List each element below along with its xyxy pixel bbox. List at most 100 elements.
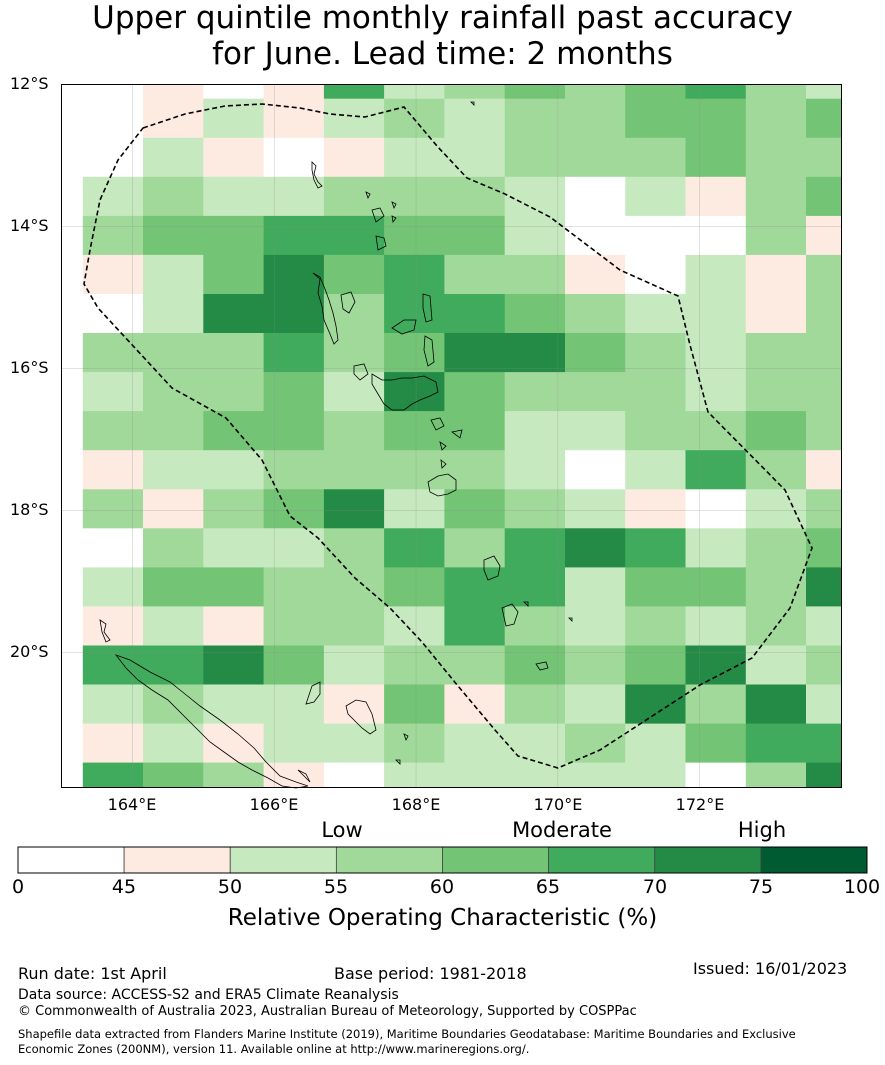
grid-cell [504, 215, 566, 256]
grid-cell [444, 84, 506, 100]
grid-cell [323, 215, 385, 256]
grid-cell [143, 489, 204, 529]
grid-cell [685, 137, 747, 178]
grid-cell [806, 567, 842, 607]
grid-cell [444, 215, 506, 256]
grid-cell [384, 489, 445, 529]
grid-cell [143, 137, 204, 178]
grid-cell [565, 684, 626, 725]
grid-cell [263, 294, 325, 334]
colorbar-tick: 75 [748, 876, 774, 898]
grid-cell [143, 762, 204, 788]
grid-cell [745, 333, 807, 373]
grid-cell [504, 254, 566, 295]
grid-cell [685, 215, 747, 256]
grid-cell [444, 254, 506, 295]
grid-cell [745, 450, 807, 490]
grid-cell [685, 762, 747, 788]
grid-cell [263, 372, 325, 412]
grid-cell [384, 645, 445, 686]
grid-cell [685, 372, 747, 412]
grid-cell [806, 333, 842, 373]
colorbar-frame [17, 846, 868, 874]
grid-cell [444, 411, 506, 451]
grid-cell [323, 137, 385, 178]
grid-cell [323, 254, 385, 295]
lon-label-168e: 168°E [391, 795, 441, 814]
grid-cell [82, 333, 144, 373]
grid-cell [203, 294, 265, 334]
grid-cell [565, 176, 626, 217]
shapefile-credit-2: Economic Zones (200NM), version 11. Avai… [18, 1042, 530, 1056]
grid-cell [263, 254, 325, 295]
grid-cell [384, 762, 445, 788]
grid-cell [203, 528, 265, 568]
grid-cell [143, 450, 204, 490]
grid-cell [203, 567, 265, 607]
grid-cell [745, 645, 807, 686]
grid-cell [745, 489, 807, 529]
grid-cell [806, 137, 842, 178]
grid-cell [685, 528, 747, 568]
grid-cell [143, 215, 204, 256]
grid-cell [745, 528, 807, 568]
grid-cell [565, 372, 626, 412]
grid-cell [203, 84, 265, 100]
map-title: Upper quintile monthly rainfall past acc… [0, 0, 885, 72]
grid-cell [444, 137, 506, 178]
grid-cell [323, 684, 385, 725]
grid-cell [263, 489, 325, 529]
grid-cell [504, 98, 566, 139]
grid-cell [444, 333, 506, 373]
colorbar-segment [123, 846, 231, 874]
grid-cell [745, 215, 807, 256]
grid-cell [625, 684, 686, 725]
grid-cell [444, 684, 506, 725]
grid-cell [685, 333, 747, 373]
grid-cell [82, 762, 144, 788]
grid-cell [143, 567, 204, 607]
grid-cell [806, 762, 842, 788]
grid-cell [82, 411, 144, 451]
grid-cell [82, 645, 144, 686]
grid-cell [625, 606, 686, 646]
grid-cell [143, 254, 204, 295]
grid-cell [504, 606, 566, 646]
grid-cell [82, 372, 144, 412]
grid-cell [685, 606, 747, 646]
lon-label-164e: 164°E [107, 795, 157, 814]
grid-cell [263, 567, 325, 607]
grid-cell [384, 215, 445, 256]
grid-cell [685, 98, 747, 139]
lat-label-12s: 12°S [10, 74, 49, 93]
grid-cell [203, 645, 265, 686]
grid-cell [203, 333, 265, 373]
colorbar-tick: 50 [217, 876, 243, 898]
grid-cell [82, 450, 144, 490]
grid-cell [263, 215, 325, 256]
grid-cell [263, 176, 325, 217]
grid-cell [625, 215, 686, 256]
grid-cell [82, 606, 144, 646]
grid-cell [806, 684, 842, 725]
lat-label-14s: 14°S [10, 216, 49, 235]
grid-cell [203, 372, 265, 412]
grid-cell [806, 411, 842, 451]
colorbar-segment [229, 846, 337, 874]
category-low: Low [321, 818, 363, 842]
grid-cell [263, 684, 325, 725]
grid-cell [685, 176, 747, 217]
grid-cell [625, 723, 686, 764]
grid-cell [685, 684, 747, 725]
grid-cell [82, 176, 144, 217]
grid-cell [625, 645, 686, 686]
grid-cell [263, 723, 325, 764]
base-period: Base period: 1981-2018 [334, 964, 527, 983]
grid-cell [504, 723, 566, 764]
grid-cell [625, 450, 686, 490]
grid-cell [625, 333, 686, 373]
grid-cell [444, 645, 506, 686]
grid-cell [143, 333, 204, 373]
grid-cell [263, 528, 325, 568]
grid-cell [444, 294, 506, 334]
